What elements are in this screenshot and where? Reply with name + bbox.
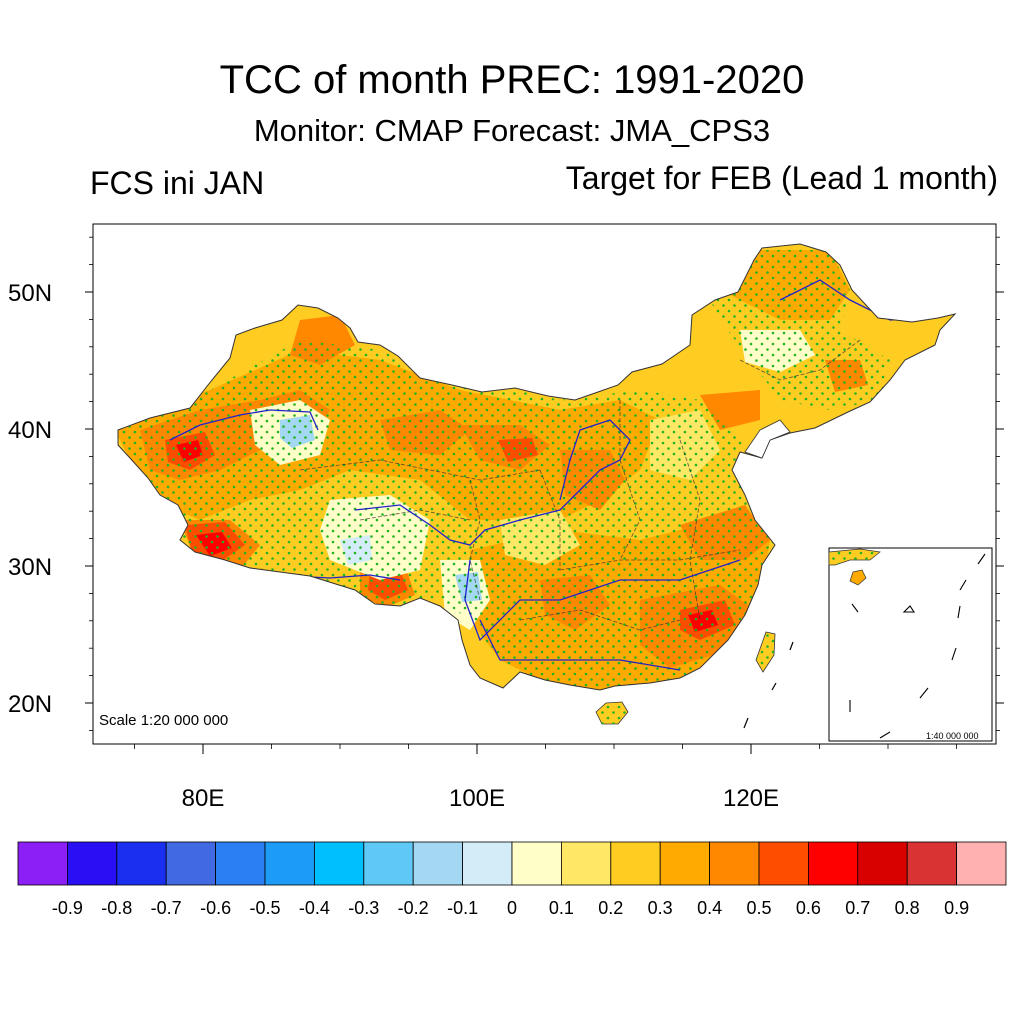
colorbar-tick-label: -0.4 xyxy=(299,898,330,918)
colorbar-tick-label: 0.5 xyxy=(746,898,771,918)
colorbar-tick-label: 0 xyxy=(507,898,517,918)
colorbar-tick-label: -0.6 xyxy=(200,898,231,918)
colorbar-swatch xyxy=(462,841,513,886)
colorbar-swatch xyxy=(313,841,365,886)
colorbar-swatch xyxy=(116,841,167,886)
colorbar-tick-label: -0.2 xyxy=(398,898,429,918)
lat-label: 50N xyxy=(8,280,52,307)
colorbar-swatch xyxy=(511,841,562,886)
colorbar-swatch xyxy=(709,841,760,886)
colorbar-tick-label: -0.7 xyxy=(151,898,182,918)
colorbar-swatch xyxy=(659,841,711,886)
colorbar: -0.9 -0.8 -0.7 -0.6 -0.5 -0.4 -0.3 -0.2 -0.1 0 0.1… xyxy=(17,841,1007,918)
colorbar-swatch xyxy=(67,841,118,886)
colorbar-tick-label: 0.1 xyxy=(549,898,574,918)
colorbar-swatch xyxy=(956,841,1007,886)
target-label: Target for FEB (Lead 1 month) xyxy=(565,160,998,196)
colorbar-tick-label: -0.8 xyxy=(101,898,132,918)
lon-label: 100E xyxy=(449,785,505,812)
colorbar-swatch xyxy=(17,841,68,886)
colorbar-swatch xyxy=(561,841,612,886)
lon-label: 80E xyxy=(182,785,225,812)
lat-label: 40N xyxy=(8,417,52,444)
colorbar-swatch xyxy=(363,841,414,886)
colorbar-tick-label: 0.9 xyxy=(944,898,969,918)
colorbar-tick-label: -0.3 xyxy=(348,898,379,918)
colorbar-tick-label: 0.4 xyxy=(697,898,722,918)
colorbar-tick-label: 0.7 xyxy=(845,898,870,918)
map-scale-label: Scale 1:20 000 000 xyxy=(99,712,228,729)
colorbar-swatch xyxy=(758,841,809,886)
colorbar-swatch xyxy=(412,841,464,886)
colorbar-swatch xyxy=(610,841,661,886)
init-label: FCS ini JAN xyxy=(90,165,265,201)
colorbar-swatch xyxy=(906,841,958,886)
colorbar-swatch xyxy=(857,841,908,886)
colorbar-swatch xyxy=(264,841,315,886)
lon-label: 120E xyxy=(723,785,779,812)
chart-subtitle: Monitor: CMAP Forecast: JMA_CPS3 xyxy=(253,113,771,148)
colorbar-tick-label: -0.1 xyxy=(447,898,478,918)
colorbar-swatch xyxy=(165,841,216,886)
colorbar-tick-label: 0.8 xyxy=(895,898,920,918)
lat-label: 20N xyxy=(8,691,52,718)
china-outline xyxy=(117,243,957,691)
chart-title: TCC of month PREC: 1991-2020 xyxy=(219,58,805,102)
colorbar-tick-label: -0.9 xyxy=(52,898,83,918)
colorbar-swatch xyxy=(215,841,266,886)
inset-scale-label: 1:40 000 000 xyxy=(926,731,979,741)
map-axes: 50N 40N 30N 20N 80E 100E 120E xyxy=(8,236,1004,812)
south-sea-islands xyxy=(743,641,794,729)
colorbar-tick-label: -0.5 xyxy=(249,898,280,918)
colorbar-swatch xyxy=(808,841,859,886)
colorbar-tick-label: 0.3 xyxy=(648,898,673,918)
colorbar-tick-label: 0.6 xyxy=(796,898,821,918)
colorbar-tick-label: 0.2 xyxy=(598,898,623,918)
lat-label: 30N xyxy=(8,554,52,581)
